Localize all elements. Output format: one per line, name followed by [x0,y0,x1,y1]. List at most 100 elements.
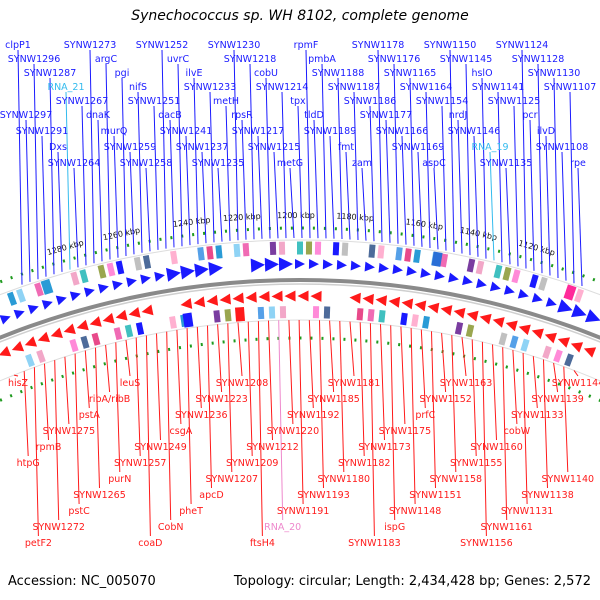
gene-label-synw1176: SYNW1176 [368,54,421,65]
leader-line [121,77,127,257]
kbp-tick-label: 1220 kbp [223,212,261,223]
forward-gene-arrow [295,259,305,269]
forward-gene-arrow [364,261,375,272]
gene-label-pcr: pcr [522,110,537,121]
leader-line [95,347,100,489]
reverse-cog-block [124,324,134,338]
reverse-gene-arrow [557,337,571,348]
leader-line [441,333,447,393]
leader-line [569,91,575,284]
reverse-gene-arrow [115,309,128,321]
forward-cog-block [16,288,26,303]
leader-line [577,167,583,287]
gene-label-synw1182: SYNW1182 [338,458,391,469]
gene-label-synw1156: SYNW1156 [460,538,513,549]
leader-line [257,135,263,239]
forward-gene-arrow [264,257,279,272]
leader-line [513,105,519,267]
gene-label-csga: csgA [170,426,193,437]
reverse-gene-arrow [258,291,270,303]
leader-line [553,362,559,393]
inner-scale-ring [0,336,600,403]
reverse-cog-block [279,306,287,319]
gene-label-dnak: dnaK [86,110,111,121]
gene-label-synw1141: SYNW1141 [472,82,525,93]
gene-label-synw1249: SYNW1249 [134,442,187,453]
leader-line [84,350,90,409]
leader-line [249,63,255,240]
gene-label-rpe: rpe [570,158,586,169]
forward-cog-block [493,264,503,279]
leader-line [125,339,131,377]
leader-line [319,320,324,489]
gene-label-synw1148: SYNW1148 [389,506,442,517]
leader-line [273,151,279,239]
gene-labels: clpP1 SYNW1297 SYNW1296 SYNW1291 SYNW1287 Dxs… [0,40,600,549]
reverse-cog-block [520,338,530,352]
gene-label-petf2: petF2 [25,538,52,549]
gene-label-synw1208: SYNW1208 [216,378,269,389]
reverse-gene-arrow [219,293,231,305]
leader-line [161,49,167,249]
gene-label-synw1207: SYNW1207 [206,474,259,485]
gene-label-rpmb: rpmB [36,442,62,453]
gene-label-rna-21: RNA_21 [47,82,84,93]
forward-gene-arrow [503,284,515,295]
gene-label-nifs: nifS [129,82,147,93]
forward-cog-block [439,253,449,268]
gene-label-synw1124: SYNW1124 [496,40,549,51]
leader-line [177,63,183,247]
forward-gene-arrow [126,277,137,288]
gene-label-metg: metG [277,158,303,169]
reverse-gene-arrow [180,297,193,309]
leader-line [321,63,327,239]
leader-line [532,356,538,409]
leader-line [97,119,103,262]
leader-line [521,49,527,269]
leader-line [41,135,47,277]
leader-line [137,91,143,253]
leader-line [268,320,273,441]
leader-line [505,167,511,265]
reverse-cog-block [312,306,320,319]
gene-label-riba-ribb: ribA/ribB [89,394,130,405]
leader-line [553,77,559,279]
reverse-cog-block [400,312,408,326]
reverse-cog-block [422,315,430,329]
leader-line [353,91,359,241]
gene-label-psta: pstA [79,410,101,421]
gene-label-synw1209: SYNW1209 [226,458,279,469]
gene-label-synw1223: SYNW1223 [195,394,248,405]
leader-line [23,371,29,457]
gene-label-synw1165: SYNW1165 [384,68,437,79]
kbp-tick-label: 1200 kbp [277,211,315,220]
gene-label-synw1193: SYNW1193 [297,490,350,501]
leader-line [113,135,119,258]
gene-label-synw1145: SYNW1145 [440,54,493,65]
leader-line [425,91,431,249]
leader-line [207,325,212,489]
forward-cog-block [133,256,143,271]
gene-label-synw1125: SYNW1125 [488,96,541,107]
gene-label-synw1236: SYNW1236 [175,410,228,421]
leader-line [186,328,192,505]
gene-label-synw1133: SYNW1133 [511,410,564,421]
gene-label-synw1108: SYNW1108 [536,142,589,153]
kbp-tick-label: 1120 kbp [517,239,556,258]
gene-label-murq: murQ [101,126,128,137]
gene-label-rpsr: rpsR [231,110,253,121]
forward-gene-arrow [13,309,25,320]
forward-cog-block [368,244,376,258]
leader-line [359,322,365,457]
forward-gene-arrow [420,267,431,278]
forward-cog-block [341,242,349,256]
leader-line [288,320,294,425]
leader-line [201,151,207,244]
gene-label-synw1146: SYNW1146 [448,126,501,137]
leader-line [361,167,367,241]
leader-line [401,135,407,245]
forward-cog-block [34,282,44,297]
leader-line [135,337,141,457]
leader-line [105,344,111,393]
leader-line [297,105,303,239]
